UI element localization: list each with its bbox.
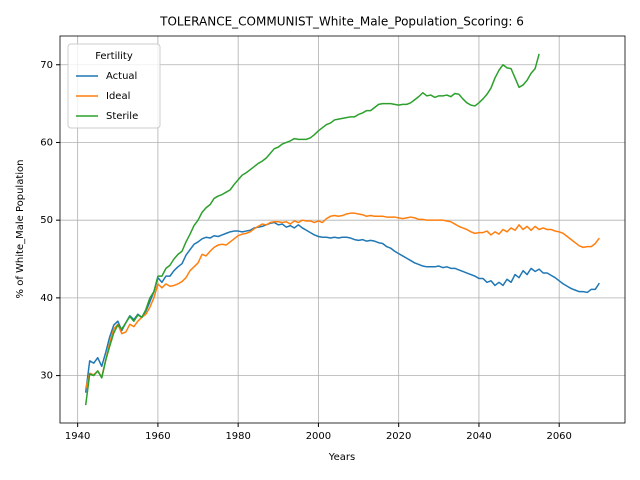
y-tick-label: 60 — [40, 137, 53, 148]
x-axis-label: Years — [328, 452, 355, 463]
legend-label: Actual — [106, 71, 137, 82]
x-tick-label: 2000 — [306, 431, 331, 442]
line-series — [84, 212, 600, 389]
line-series — [84, 53, 540, 406]
legend-title: Fertility — [95, 51, 133, 62]
legend-label: Sterile — [106, 111, 138, 122]
x-tick-label: 2040 — [466, 431, 491, 442]
x-tick-label: 2060 — [546, 431, 571, 442]
x-tick-label: 2020 — [386, 431, 411, 442]
y-tick-label: 30 — [40, 371, 53, 382]
x-tick-label: 1940 — [65, 431, 90, 442]
legend-label: Ideal — [106, 91, 130, 102]
y-axis-label: % of White_Male Population — [15, 160, 26, 299]
line-series — [84, 221, 600, 393]
y-tick-label: 40 — [40, 293, 53, 304]
chart-title: TOLERANCE_COMMUNIST_White_Male_Populatio… — [159, 15, 524, 29]
plot-frame — [59, 35, 626, 424]
y-tick-label: 50 — [40, 215, 53, 226]
legend-box — [67, 43, 161, 129]
y-tick-label: 70 — [40, 60, 53, 71]
x-tick-label: 1980 — [225, 431, 250, 442]
x-tick-label: 1960 — [145, 431, 170, 442]
